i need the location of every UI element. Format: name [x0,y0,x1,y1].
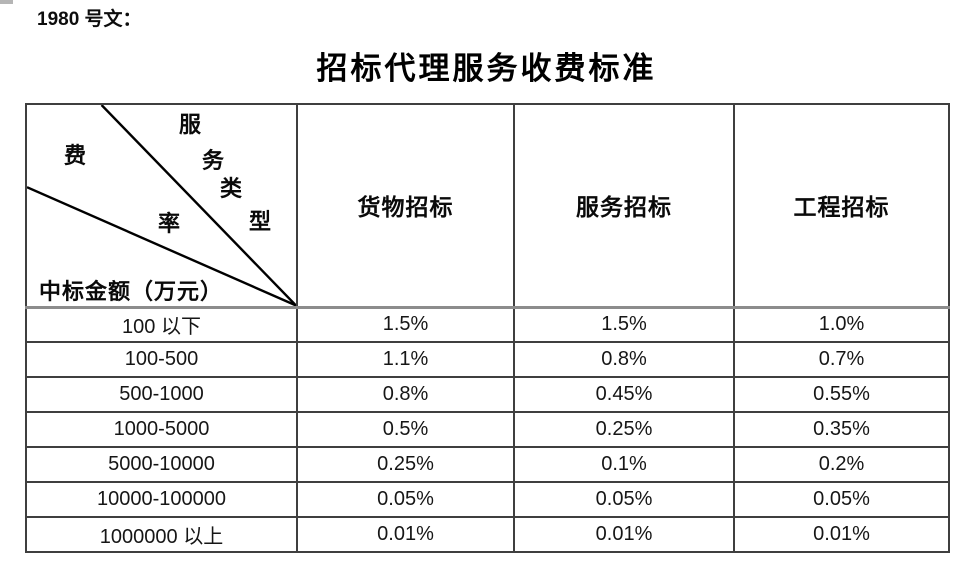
row-range-cell: 5000-10000 [25,446,298,483]
table-row: 100-500 1.1% 0.8% 0.7% [25,341,950,378]
table-row: 1000-5000 0.5% 0.25% 0.35% [25,411,950,448]
corner-fee-char-1: 费 [64,143,87,168]
diagonal-line-lower [27,186,296,306]
rate-cell: 0.05% [513,481,735,518]
rate-cell: 0.01% [733,516,950,553]
table-header-row: 费 率 服 务 类 型 中标金额（万元） 货物招标 服务招标 工程招标 [25,103,950,309]
table-row: 10000-100000 0.05% 0.05% 0.05% [25,481,950,518]
rate-cell: 1.0% [733,306,950,343]
rate-cell: 0.35% [733,411,950,448]
corner-type-char-3: 类 [220,176,243,201]
rate-cell: 0.55% [733,376,950,413]
row-range-cell: 1000000 以上 [25,516,298,553]
corner-type-char-2: 务 [202,148,225,173]
row-range-cell: 100 以下 [25,306,298,343]
table-row: 100 以下 1.5% 1.5% 1.0% [25,306,950,343]
table-row: 500-1000 0.8% 0.45% 0.55% [25,376,950,413]
rate-cell: 0.5% [296,411,515,448]
corner-fee-char-2: 率 [158,211,181,236]
row-range-cell: 1000-5000 [25,411,298,448]
rate-cell: 0.25% [513,411,735,448]
doc-number: 1980 号文： [37,9,142,30]
rate-cell: 0.05% [296,481,515,518]
fee-standard-table: 费 率 服 务 类 型 中标金额（万元） 货物招标 服务招标 工程招标 100 … [25,103,950,553]
rate-cell: 0.01% [296,516,515,553]
rate-cell: 0.05% [733,481,950,518]
column-header-service: 服务招标 [513,103,735,309]
table-row: 5000-10000 0.25% 0.1% 0.2% [25,446,950,483]
row-range-cell: 500-1000 [25,376,298,413]
rate-cell: 0.8% [513,341,735,378]
scan-artifact [0,0,13,4]
row-range-cell: 10000-100000 [25,481,298,518]
rate-cell: 0.7% [733,341,950,378]
column-header-engineering: 工程招标 [733,103,950,309]
rate-cell: 0.8% [296,376,515,413]
rate-cell: 0.1% [513,446,735,483]
corner-type-char-4: 型 [249,209,272,234]
rate-cell: 1.5% [296,306,515,343]
rate-cell: 0.25% [296,446,515,483]
rate-cell: 0.01% [513,516,735,553]
column-header-goods: 货物招标 [296,103,515,309]
page-title: 招标代理服务收费标准 [316,51,657,86]
rate-cell: 1.1% [296,341,515,378]
diagonal-line-upper [100,105,296,306]
corner-type-char-1: 服 [179,112,202,137]
rate-cell: 0.2% [733,446,950,483]
table-row: 1000000 以上 0.01% 0.01% 0.01% [25,516,950,553]
rate-cell: 0.45% [513,376,735,413]
rate-cell: 1.5% [513,306,735,343]
corner-amount-label: 中标金额（万元） [39,279,224,304]
diagonal-corner-cell: 费 率 服 务 类 型 中标金额（万元） [25,103,298,309]
row-range-cell: 100-500 [25,341,298,378]
diagonal-lines [27,105,296,306]
